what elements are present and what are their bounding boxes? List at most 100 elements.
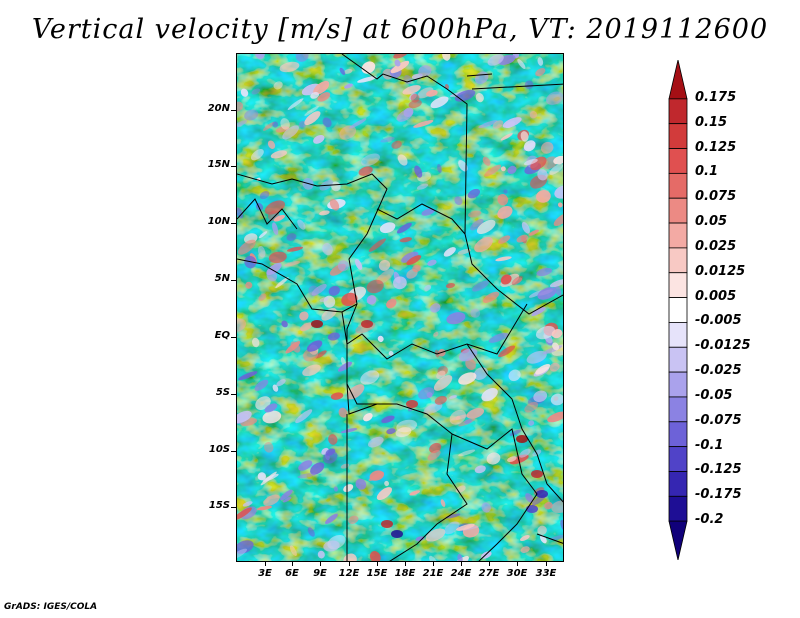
colorbar-segment [668,247,688,274]
field-blob [384,480,390,487]
field-blob [262,473,279,482]
field-blob [244,109,259,121]
lon-label-21e: 21E [422,568,444,579]
field-blob [549,163,563,175]
field-blob [355,478,367,490]
field-strong-cell [391,530,403,538]
field-blob [399,237,412,243]
field-blob [333,486,339,492]
border-northwest [237,198,298,230]
colorbar-segment [668,396,688,423]
field-blob [528,229,539,236]
lon-tick [433,562,434,566]
field-blob [456,523,475,531]
field-blob [317,550,325,559]
field-blob [449,395,457,399]
border-north [341,54,563,315]
field-blob [520,546,530,553]
lon-label-33e: 33E [535,568,557,579]
field-blob [497,194,509,206]
field-blob [313,134,325,144]
field-blob [289,545,297,557]
field-blob [418,387,435,400]
colorbar-level-label: -0.0125 [695,338,751,354]
field-blob [412,264,421,273]
field-blob [360,370,380,385]
field-blob [552,342,560,351]
lon-label-15e: 15E [366,568,388,579]
field-blob [551,500,563,513]
lon-label-6e: 6E [285,568,299,579]
lat-label-10n: 10N [207,216,230,227]
field-blob [503,189,508,194]
colorbar-segment [668,446,688,472]
field-blob [349,118,367,129]
field-blob [322,243,333,256]
lon-label-30e: 30E [506,568,528,579]
colorbar-level-label: 0.025 [695,238,737,254]
field-blob [325,513,338,524]
colorbar-level-label: -0.2 [695,512,724,528]
field-blob [528,420,535,426]
field-blob [457,248,471,255]
field-blob [275,276,289,289]
field-blob [443,247,456,257]
field-blob [273,214,286,222]
field-blob [280,489,293,501]
field-blob [549,279,563,288]
lat-label-10s: 10S [208,444,230,455]
field-blob [237,101,244,112]
colorbar-level-label: 0.175 [695,89,737,105]
lat-tick [231,337,236,338]
field-blob [478,120,498,129]
field-blob [341,292,358,307]
field-blob [270,150,288,159]
field-blob [492,120,504,129]
field-blob [427,449,441,461]
field-blob [536,190,551,203]
field-blob [535,363,551,375]
field-blob [551,329,563,339]
field-blob [376,268,394,285]
colorbar-segment [668,98,688,125]
field-blob [337,260,349,272]
field-blob [550,393,563,406]
field-blob [237,410,252,423]
field-blob [487,54,504,66]
colorbar [668,60,688,560]
field-blob [406,255,422,266]
border-west-coast [237,258,358,313]
field-blob [307,527,315,537]
field-blob [429,555,438,561]
colorbar-segment [668,222,688,249]
field-blob [507,165,517,174]
field-blob [264,403,278,413]
field-blob [386,428,396,435]
field-blob [393,54,409,59]
field-blob [449,409,466,425]
field-blob [284,260,301,267]
field-blob [537,57,544,66]
border-misc [466,73,563,544]
field-blob [279,61,300,73]
field-texture [237,54,563,561]
field-blob [285,341,301,354]
field-blob [304,106,319,116]
field-blob [280,118,290,130]
field-blob [536,267,553,277]
lat-label-20n: 20N [207,103,230,114]
field-blob [376,487,392,501]
field-blob [388,350,394,356]
field-blob [378,259,391,271]
field-blob [498,345,516,358]
field-blob [526,350,547,364]
field-blob [476,219,496,234]
field-blob [303,348,319,362]
colorbar-segment [668,322,688,348]
field-strong-cell [361,320,373,328]
field-strong-cell [536,490,548,498]
field-strong-cell [311,320,323,328]
lon-tick [377,562,378,566]
field-blob [402,85,421,95]
field-blob [395,427,412,438]
